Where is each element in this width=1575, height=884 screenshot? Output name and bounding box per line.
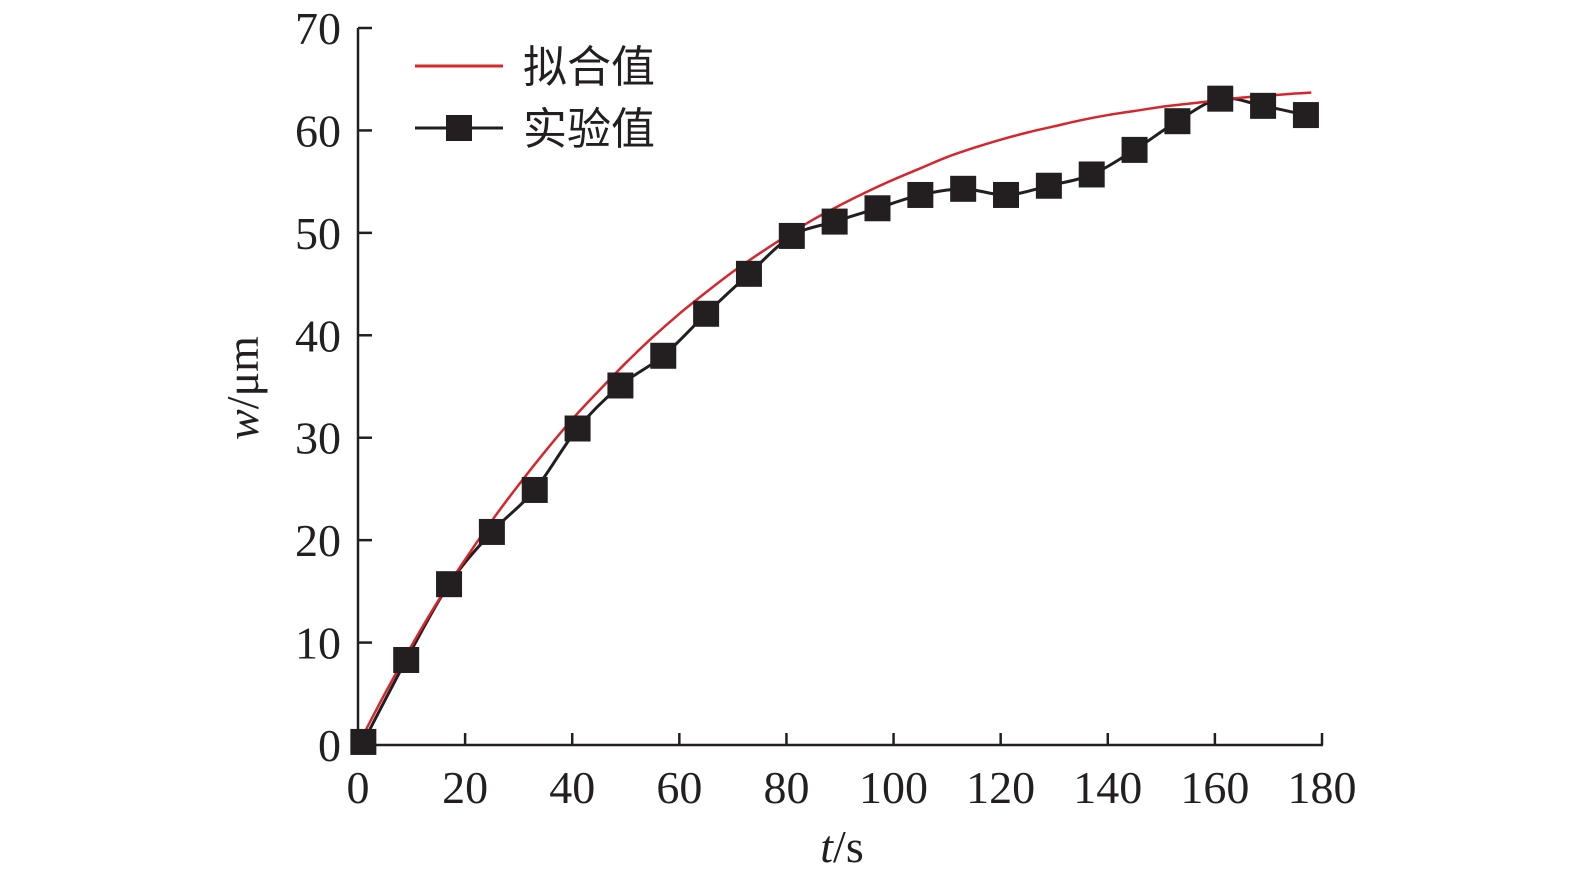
experiment-data-point	[864, 195, 891, 222]
experiment-data-point	[1292, 102, 1319, 129]
fit-series-line	[356, 91, 1312, 746]
y-tick-label: 70	[295, 3, 341, 54]
x-tick-label: 140	[1073, 762, 1142, 813]
experiment-data-point	[907, 181, 934, 208]
x-axis-label: t/s	[820, 821, 863, 872]
plot-area	[350, 85, 1319, 755]
legend-item-experiment: 实验值	[415, 104, 655, 155]
x-axis-variable: t	[820, 821, 834, 872]
experiment-data-point	[1078, 161, 1105, 188]
legend-experiment-label: 实验值	[523, 104, 655, 155]
legend-fit-label: 拟合值	[523, 42, 655, 93]
experiment-data-point	[778, 222, 805, 249]
experiment-data-point	[693, 300, 720, 327]
x-tick-label: 0	[347, 762, 370, 813]
experiment-data-point	[1164, 108, 1191, 135]
x-tick-label: 20	[442, 762, 488, 813]
experiment-data-point	[564, 415, 591, 442]
x-tick-label: 160	[1180, 762, 1249, 813]
x-tick-label: 60	[656, 762, 702, 813]
axes: 0 20 40 60 80 100 120 140 160 180 0 10 20 30 40 50 60 70	[295, 3, 1357, 813]
x-tick-label: 180	[1288, 762, 1357, 813]
experiment-data-point	[993, 181, 1020, 208]
experiment-data-point	[950, 175, 977, 202]
x-tick-label: 80	[763, 762, 809, 813]
experiment-data-point	[478, 518, 505, 545]
experiment-data-point	[1035, 172, 1062, 199]
experiment-data-point	[393, 646, 420, 673]
x-tick-label: 40	[549, 762, 595, 813]
y-tick-label: 30	[295, 413, 341, 464]
x-axis-unit: /s	[833, 821, 864, 872]
legend-item-fit: 拟合值	[415, 42, 655, 93]
experiment-series-line	[362, 96, 1307, 743]
y-axis-variable: w	[217, 409, 268, 440]
y-tick-label: 60	[295, 105, 341, 156]
experiment-data-point	[821, 208, 848, 235]
legend-experiment-marker	[446, 115, 472, 141]
experiment-data-point	[1207, 85, 1234, 112]
experiment-data-point	[350, 728, 377, 755]
y-axis-unit: /μm	[217, 336, 268, 409]
experiment-data-point	[1250, 92, 1277, 119]
y-axis-label: w/μm	[217, 336, 268, 440]
experiment-data-point	[607, 372, 634, 399]
experiment-data-point	[650, 342, 677, 369]
y-tick-label: 20	[295, 515, 341, 566]
y-tick-label: 0	[318, 720, 341, 771]
y-tick-label: 10	[295, 618, 341, 669]
experiment-data-point	[735, 260, 762, 287]
x-ticks: 0 20 40 60 80 100 120 140 160 180	[347, 733, 1357, 813]
legend: 拟合值 实验值	[415, 42, 655, 155]
experiment-data-point	[1121, 136, 1148, 163]
experiment-data-point	[436, 571, 463, 598]
y-tick-label: 40	[295, 310, 341, 361]
y-ticks: 0 10 20 30 40 50 60 70	[295, 3, 372, 771]
x-tick-label: 100	[859, 762, 928, 813]
experiment-data-point	[521, 476, 548, 503]
y-tick-label: 50	[295, 208, 341, 259]
x-tick-label: 120	[966, 762, 1035, 813]
